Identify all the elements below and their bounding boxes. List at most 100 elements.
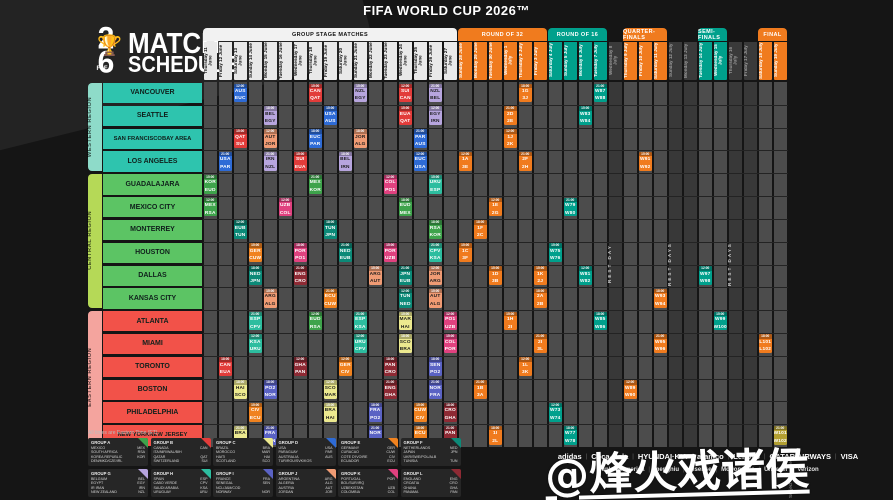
match-time: 21:00 bbox=[504, 106, 517, 111]
date-header-label: Tuesday 14 July bbox=[698, 42, 703, 79]
match-team-a: EUA bbox=[399, 111, 411, 117]
match-time: 18:00 bbox=[429, 220, 442, 225]
match-team-b: RSA bbox=[309, 324, 321, 330]
match-team-b: W84 bbox=[580, 119, 591, 125]
grid-row-divider bbox=[203, 104, 788, 106]
legend-group-j: GROUP J ARGENTINA ARG ALGERIA ALG AUSTRIA AUT J… bbox=[275, 469, 336, 497]
date-header: Wednesday 15 July bbox=[713, 42, 727, 80]
legend-team-name: TUR/ROU/SVK/KOS bbox=[278, 459, 312, 464]
grid-row-divider bbox=[203, 218, 788, 220]
match-team-a: USA bbox=[219, 157, 231, 163]
match-team-b: NED bbox=[399, 301, 411, 307]
match-team-a: 2A bbox=[536, 294, 544, 300]
legend-team-row: BOL/SUR/IRQ bbox=[338, 481, 398, 486]
legend-group-h: GROUP H SPAIN ESP CABO VERDE CPV SAUDI ARABIA… bbox=[150, 469, 211, 497]
match-team-a: W95 bbox=[655, 339, 666, 345]
match-team-b: W88 bbox=[595, 96, 606, 102]
legend-group-l: GROUP L ENGLAND ENG CROATIA CRO GHANA GHA PANAM… bbox=[400, 469, 461, 497]
match-time: 18:00 bbox=[474, 220, 487, 225]
rest-day-text: REST DAYS bbox=[727, 242, 732, 286]
legend-group-name: GROUP L bbox=[403, 470, 423, 476]
match-team-b: W82 bbox=[580, 278, 591, 284]
legend-team-name: JAPAN bbox=[403, 450, 415, 455]
date-header: Thursday 11 June bbox=[203, 42, 217, 80]
match-team-b: PAN bbox=[295, 370, 306, 376]
date-header-label: Thursday 11 June bbox=[203, 47, 213, 74]
date-header-label: Saturday 4 July bbox=[548, 43, 553, 78]
match-cell: 12:00 COL PO1 bbox=[384, 174, 397, 194]
legend-team-name: SWITZERLAND bbox=[153, 459, 180, 464]
match-cell: 18:00 1G 3J bbox=[519, 83, 532, 103]
match-team-a: TUN bbox=[400, 294, 411, 300]
date-header-label: Monday 13 July bbox=[683, 43, 688, 78]
date-header: Saturday 11 July bbox=[653, 42, 667, 80]
legend-team-name: BOL/SUR/IRQ bbox=[341, 481, 365, 486]
match-cell: 12:00 UZB COL bbox=[279, 197, 292, 217]
grid-row-divider bbox=[203, 424, 788, 426]
match-cell: 18:00 W93 W94 bbox=[654, 288, 667, 308]
match-time: 18:00 bbox=[594, 311, 607, 317]
legend-team-name: URUGUAY bbox=[153, 490, 172, 495]
match-team-a: NOR bbox=[369, 431, 381, 437]
legend-team-row: SWITZERLAND SUI bbox=[151, 459, 211, 464]
date-header-label: Wednesday 8 July bbox=[608, 45, 618, 76]
grid-row-divider bbox=[203, 196, 788, 198]
legend-team-name: MEXICO bbox=[91, 445, 106, 450]
legend-team-name: HAITI bbox=[216, 454, 226, 459]
match-cell: 15:00 ARG AUT bbox=[369, 266, 382, 285]
grid-row-divider bbox=[203, 355, 788, 357]
legend-corner-swatch bbox=[138, 469, 148, 479]
legend-team-row: AUSTRIA AUT bbox=[276, 486, 336, 491]
match-cell: 21:00 W101 W102 bbox=[774, 425, 787, 445]
match-cell: 15:00 W99 W100 bbox=[714, 311, 727, 331]
match-team-b: CIV bbox=[415, 415, 425, 421]
sponsor-divider: | bbox=[791, 467, 794, 473]
match-cell: 21:00 1B 3A bbox=[474, 380, 487, 399]
match-cell: 21:00 NOR FRA bbox=[429, 380, 442, 399]
legend-team-name: AUSTRALIA bbox=[278, 454, 299, 459]
date-header: Tuesday 7 July bbox=[593, 42, 607, 80]
match-cell: 15:00 1K 2J bbox=[534, 266, 547, 285]
sponsor-logo-qatar-airways: QATAR AIRWAYS bbox=[769, 452, 832, 461]
match-time: 15:00 bbox=[504, 311, 517, 317]
match-cell: 12:00 SCO MAR bbox=[324, 380, 337, 399]
legend-team-name: SENEGAL bbox=[216, 481, 233, 486]
match-time: 21:00 bbox=[444, 425, 457, 431]
match-cell: 18:00 CRO GHA bbox=[444, 402, 457, 422]
match-time: 15:00 bbox=[324, 106, 337, 111]
match-cell: 18:00 BEL IRN bbox=[339, 151, 352, 171]
match-team-a: FRA bbox=[265, 431, 276, 437]
legend-team-code: CPV bbox=[200, 481, 208, 486]
match-cell: 12:00 GHA PAN bbox=[294, 357, 307, 377]
legend-corner-swatch bbox=[138, 438, 148, 448]
sponsor-logo-coca-cola: Coca-Cola bbox=[591, 452, 629, 461]
date-header: Thursday 25 June bbox=[413, 42, 427, 80]
match-team-b: JPN bbox=[325, 233, 336, 239]
match-team-a: SCO bbox=[399, 339, 411, 345]
legend-team-name: COLOMBIA bbox=[341, 490, 360, 495]
legend-team-code: HAI bbox=[264, 454, 270, 459]
match-time: 12:00 bbox=[399, 288, 412, 294]
match-time: 12:00 bbox=[294, 357, 307, 362]
match-cell: 12:00 1A 3E bbox=[459, 151, 472, 171]
date-header-label: Saturday 20 June bbox=[338, 47, 348, 74]
match-team-a: JPN bbox=[400, 271, 411, 277]
legend-team-name: CURACAO bbox=[341, 450, 359, 455]
match-time: 21:00 bbox=[654, 334, 667, 339]
match-team-a: 2D bbox=[506, 111, 514, 117]
match-time: 12:00 bbox=[699, 266, 712, 271]
rest-day-label: REST DAY bbox=[607, 82, 621, 447]
match-team-b: USA bbox=[414, 164, 426, 170]
legend-group-name: GROUP C bbox=[216, 439, 236, 445]
date-header-label: Saturday 11 July bbox=[653, 42, 658, 79]
legend-team-name: SOUTH AFRICA bbox=[91, 450, 118, 455]
match-time: 15:00 bbox=[384, 243, 397, 248]
match-team-a: 1E bbox=[492, 203, 499, 209]
match-time: 15:00 bbox=[444, 334, 457, 339]
city-cell-los-angeles: LOS ANGELES bbox=[103, 151, 202, 172]
match-cell: 18:00 POR PO1 bbox=[294, 243, 307, 262]
match-team-b: UZB bbox=[445, 324, 456, 330]
date-header-label: Friday 10 July bbox=[638, 45, 643, 76]
legend-team-name: UKR/SWE/POL/ALB bbox=[403, 454, 437, 459]
sponsor-logo-hisense: Hisense bbox=[688, 467, 712, 473]
